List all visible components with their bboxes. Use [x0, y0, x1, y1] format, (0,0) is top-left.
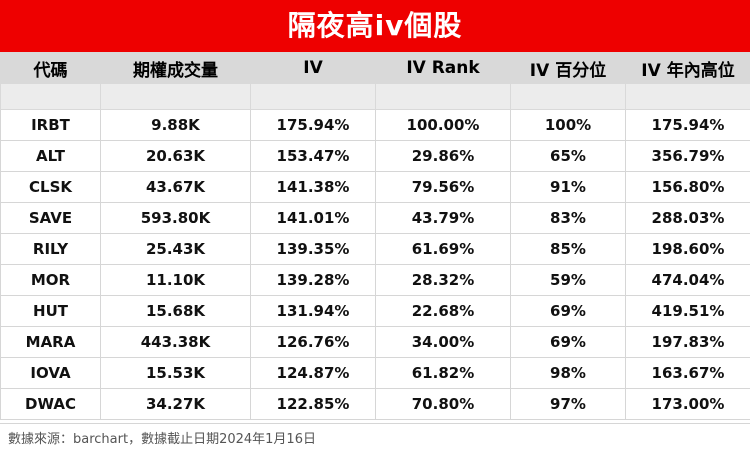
table-row: HUT 15.68K 131.94% 22.68% 69% 419.51%	[0, 295, 750, 327]
cell-iv-percentile: 98%	[510, 357, 626, 389]
cell-iv-year-high: 356.79%	[625, 140, 750, 172]
cell-iv-rank: 61.69%	[375, 233, 511, 265]
column-header-iv: IV	[250, 52, 376, 84]
cell-option-volume: 20.63K	[100, 140, 251, 172]
cell-iv-year-high: 156.80%	[625, 171, 750, 203]
cell-iv: 175.94%	[250, 109, 376, 141]
cell-symbol: SAVE	[0, 202, 101, 234]
cell-option-volume: 15.68K	[100, 295, 251, 327]
cell-symbol: CLSK	[0, 171, 101, 203]
cell-iv-percentile: 69%	[510, 295, 626, 327]
cell-symbol: DWAC	[0, 388, 101, 420]
column-header-symbol: 代碼	[0, 52, 101, 84]
report-title: 隔夜高iv個股	[0, 0, 750, 52]
cell-iv: 124.87%	[250, 357, 376, 389]
cell-iv-year-high: 288.03%	[625, 202, 750, 234]
table-row: MOR 11.10K 139.28% 28.32% 59% 474.04%	[0, 264, 750, 296]
cell-iv-year-high: 173.00%	[625, 388, 750, 420]
column-header-iv-rank: IV Rank	[375, 52, 511, 84]
cell-iv-percentile: 65%	[510, 140, 626, 172]
cell-iv-rank: 100.00%	[375, 109, 511, 141]
cell-iv-percentile: 85%	[510, 233, 626, 265]
cell-symbol: ALT	[0, 140, 101, 172]
cell-iv: 131.94%	[250, 295, 376, 327]
column-header-iv-percentile: IV 百分位	[510, 52, 626, 84]
table-row: DWAC 34.27K 122.85% 70.80% 97% 173.00%	[0, 388, 750, 420]
cell-iv-percentile: 83%	[510, 202, 626, 234]
cell-iv-percentile: 69%	[510, 326, 626, 358]
cell-iv-rank: 43.79%	[375, 202, 511, 234]
source-note: 數據來源：barchart，數據截止日期2024年1月16日	[8, 432, 316, 447]
cell-iv: 139.28%	[250, 264, 376, 296]
table-body: IRBT 9.88K 175.94% 100.00% 100% 175.94% ALT 20.…	[0, 83, 750, 420]
spacer-cell	[100, 83, 251, 110]
cell-iv-year-high: 197.83%	[625, 326, 750, 358]
spacer-cell	[625, 83, 750, 110]
cell-iv-rank: 22.68%	[375, 295, 511, 327]
cell-iv-rank: 61.82%	[375, 357, 511, 389]
cell-symbol: IRBT	[0, 109, 101, 141]
cell-iv-rank: 79.56%	[375, 171, 511, 203]
cell-iv-rank: 70.80%	[375, 388, 511, 420]
cell-option-volume: 9.88K	[100, 109, 251, 141]
footer-divider	[0, 423, 750, 424]
column-header-option-volume: 期權成交量	[100, 52, 251, 84]
spacer-cell	[0, 83, 101, 110]
iv-table: 代碼 期權成交量 IV IV Rank IV 百分位 IV 年內高位 IRBT 9…	[0, 52, 750, 420]
column-header-iv-year-high: IV 年內高位	[625, 52, 750, 84]
cell-iv-percentile: 91%	[510, 171, 626, 203]
cell-option-volume: 15.53K	[100, 357, 251, 389]
cell-symbol: HUT	[0, 295, 101, 327]
table-row: MARA 443.38K 126.76% 34.00% 69% 197.83%	[0, 326, 750, 358]
table-row: SAVE 593.80K 141.01% 43.79% 83% 288.03%	[0, 202, 750, 234]
cell-iv: 141.01%	[250, 202, 376, 234]
cell-symbol: IOVA	[0, 357, 101, 389]
cell-option-volume: 11.10K	[100, 264, 251, 296]
cell-symbol: MARA	[0, 326, 101, 358]
table-row: IOVA 15.53K 124.87% 61.82% 98% 163.67%	[0, 357, 750, 389]
cell-iv: 153.47%	[250, 140, 376, 172]
cell-iv-percentile: 59%	[510, 264, 626, 296]
cell-iv-percentile: 100%	[510, 109, 626, 141]
spacer-cell	[510, 83, 626, 110]
cell-iv-year-high: 419.51%	[625, 295, 750, 327]
cell-iv-year-high: 175.94%	[625, 109, 750, 141]
cell-symbol: RILY	[0, 233, 101, 265]
header-row: 代碼 期權成交量 IV IV Rank IV 百分位 IV 年內高位	[0, 52, 750, 84]
spacer-cell	[250, 83, 376, 110]
cell-iv: 126.76%	[250, 326, 376, 358]
cell-option-volume: 43.67K	[100, 171, 251, 203]
cell-iv-year-high: 198.60%	[625, 233, 750, 265]
spacer-cell	[375, 83, 511, 110]
cell-option-volume: 34.27K	[100, 388, 251, 420]
cell-iv: 141.38%	[250, 171, 376, 203]
table-row: CLSK 43.67K 141.38% 79.56% 91% 156.80%	[0, 171, 750, 203]
cell-symbol: MOR	[0, 264, 101, 296]
table-row: IRBT 9.88K 175.94% 100.00% 100% 175.94%	[0, 109, 750, 141]
cell-option-volume: 25.43K	[100, 233, 251, 265]
cell-option-volume: 443.38K	[100, 326, 251, 358]
cell-iv-percentile: 97%	[510, 388, 626, 420]
cell-iv-year-high: 474.04%	[625, 264, 750, 296]
cell-iv-year-high: 163.67%	[625, 357, 750, 389]
cell-iv: 122.85%	[250, 388, 376, 420]
cell-option-volume: 593.80K	[100, 202, 251, 234]
cell-iv-rank: 34.00%	[375, 326, 511, 358]
cell-iv-rank: 29.86%	[375, 140, 511, 172]
table-row: ALT 20.63K 153.47% 29.86% 65% 356.79%	[0, 140, 750, 172]
cell-iv-rank: 28.32%	[375, 264, 511, 296]
spacer-row	[0, 83, 750, 110]
table-row: RILY 25.43K 139.35% 61.69% 85% 198.60%	[0, 233, 750, 265]
cell-iv: 139.35%	[250, 233, 376, 265]
